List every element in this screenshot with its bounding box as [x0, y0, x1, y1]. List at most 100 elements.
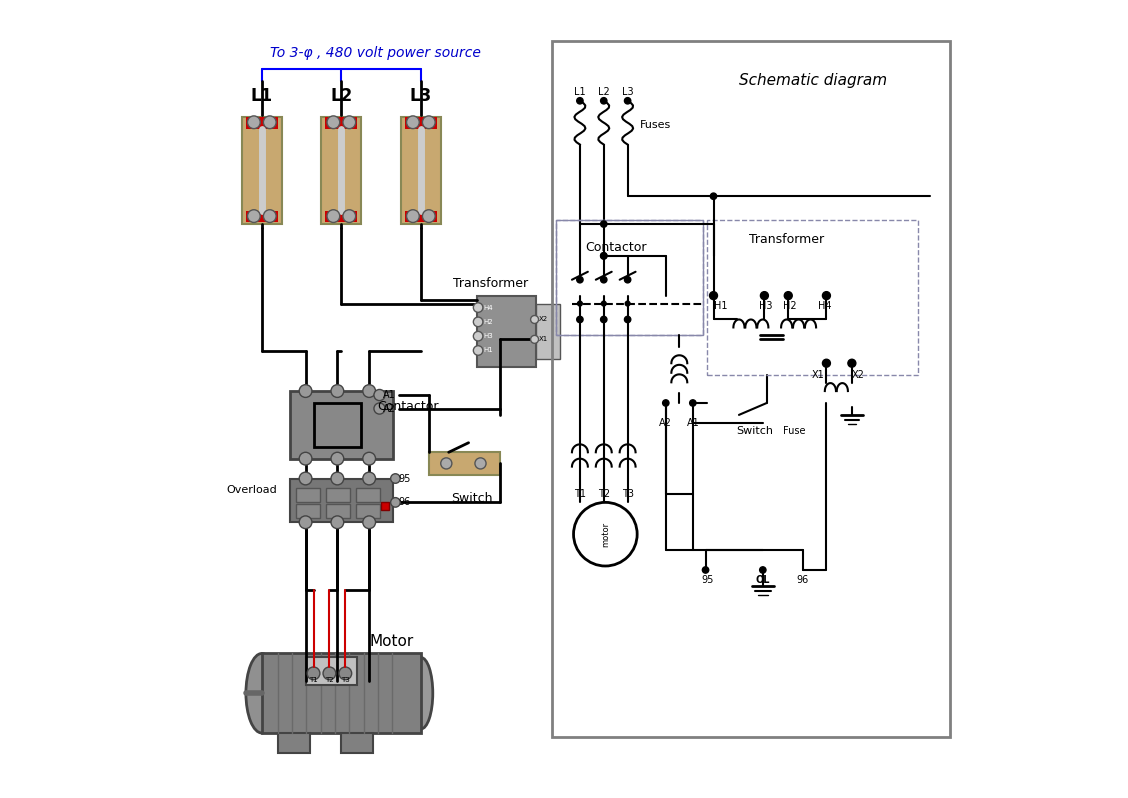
Text: motor: motor	[601, 522, 610, 547]
Circle shape	[662, 400, 669, 406]
Bar	[326, 211, 358, 223]
Circle shape	[710, 291, 717, 299]
Text: Contactor: Contactor	[377, 401, 439, 413]
Bar	[342, 733, 373, 753]
Text: Motor: Motor	[369, 634, 414, 649]
Text: H4: H4	[819, 301, 832, 311]
Text: 96: 96	[796, 575, 809, 585]
Bar	[356, 488, 380, 503]
Text: Switch: Switch	[737, 426, 774, 436]
Circle shape	[331, 452, 344, 465]
Bar	[707, 220, 918, 375]
Bar	[262, 654, 421, 733]
Circle shape	[625, 301, 631, 306]
Text: X2: X2	[852, 370, 865, 380]
Text: X1: X1	[812, 370, 825, 380]
Bar	[290, 479, 393, 522]
Circle shape	[625, 97, 631, 104]
Text: A2: A2	[382, 404, 396, 413]
Circle shape	[848, 359, 856, 367]
Circle shape	[406, 116, 420, 128]
Text: H2: H2	[783, 301, 796, 311]
Circle shape	[338, 667, 352, 680]
Circle shape	[600, 253, 607, 259]
Circle shape	[327, 210, 340, 223]
Circle shape	[600, 316, 607, 322]
Bar	[296, 488, 320, 503]
Circle shape	[374, 389, 385, 401]
Circle shape	[474, 346, 483, 355]
Circle shape	[390, 474, 400, 484]
Circle shape	[343, 116, 355, 128]
Text: A2: A2	[660, 418, 672, 428]
Circle shape	[822, 359, 830, 367]
Text: L1: L1	[574, 87, 585, 97]
Circle shape	[576, 316, 583, 322]
Circle shape	[327, 116, 340, 128]
Text: T1: T1	[309, 677, 318, 683]
Text: Transformer: Transformer	[452, 277, 528, 290]
Circle shape	[689, 400, 696, 406]
Bar	[381, 503, 389, 511]
Circle shape	[475, 458, 486, 469]
Circle shape	[423, 210, 435, 223]
Text: Overload: Overload	[226, 485, 276, 496]
Circle shape	[331, 472, 344, 485]
Text: 95: 95	[398, 473, 411, 484]
Circle shape	[441, 458, 452, 469]
Circle shape	[331, 516, 344, 528]
Circle shape	[363, 472, 376, 485]
Bar	[476, 295, 536, 367]
Text: L3: L3	[409, 87, 432, 105]
Bar	[241, 117, 282, 224]
Circle shape	[363, 452, 376, 465]
Bar	[405, 211, 437, 223]
Text: T3: T3	[622, 489, 634, 500]
Circle shape	[711, 193, 716, 200]
Ellipse shape	[409, 658, 433, 729]
Text: T2: T2	[598, 489, 610, 500]
Circle shape	[601, 301, 606, 306]
Text: A1: A1	[687, 418, 699, 428]
Circle shape	[784, 291, 792, 299]
Circle shape	[578, 301, 582, 306]
Bar	[326, 488, 350, 503]
Circle shape	[307, 667, 320, 680]
Text: T2: T2	[325, 677, 334, 683]
Circle shape	[474, 331, 483, 341]
Bar	[536, 303, 559, 359]
Circle shape	[374, 403, 385, 414]
Text: H2: H2	[483, 319, 493, 325]
Circle shape	[759, 567, 766, 573]
Text: L1: L1	[250, 87, 273, 105]
Circle shape	[299, 472, 312, 485]
Circle shape	[331, 385, 344, 397]
Text: Switch: Switch	[451, 492, 493, 505]
Circle shape	[474, 302, 483, 312]
Circle shape	[600, 97, 607, 104]
Text: H3: H3	[759, 301, 773, 311]
Circle shape	[573, 503, 637, 566]
Circle shape	[299, 385, 312, 397]
Text: H4: H4	[483, 305, 493, 310]
Circle shape	[247, 210, 261, 223]
Circle shape	[576, 97, 583, 104]
Bar	[290, 391, 393, 459]
Circle shape	[264, 116, 276, 128]
Bar	[296, 504, 320, 518]
Circle shape	[474, 317, 483, 326]
Text: OL: OL	[756, 575, 770, 585]
Bar	[405, 117, 437, 128]
Circle shape	[576, 277, 583, 283]
Circle shape	[363, 385, 376, 397]
Circle shape	[247, 116, 261, 128]
Ellipse shape	[246, 654, 277, 733]
Bar	[429, 452, 501, 475]
Circle shape	[625, 316, 631, 322]
Bar	[556, 220, 703, 335]
Circle shape	[406, 210, 420, 223]
Circle shape	[363, 516, 376, 528]
Circle shape	[264, 210, 276, 223]
Circle shape	[760, 291, 768, 299]
Text: T1: T1	[574, 489, 585, 500]
